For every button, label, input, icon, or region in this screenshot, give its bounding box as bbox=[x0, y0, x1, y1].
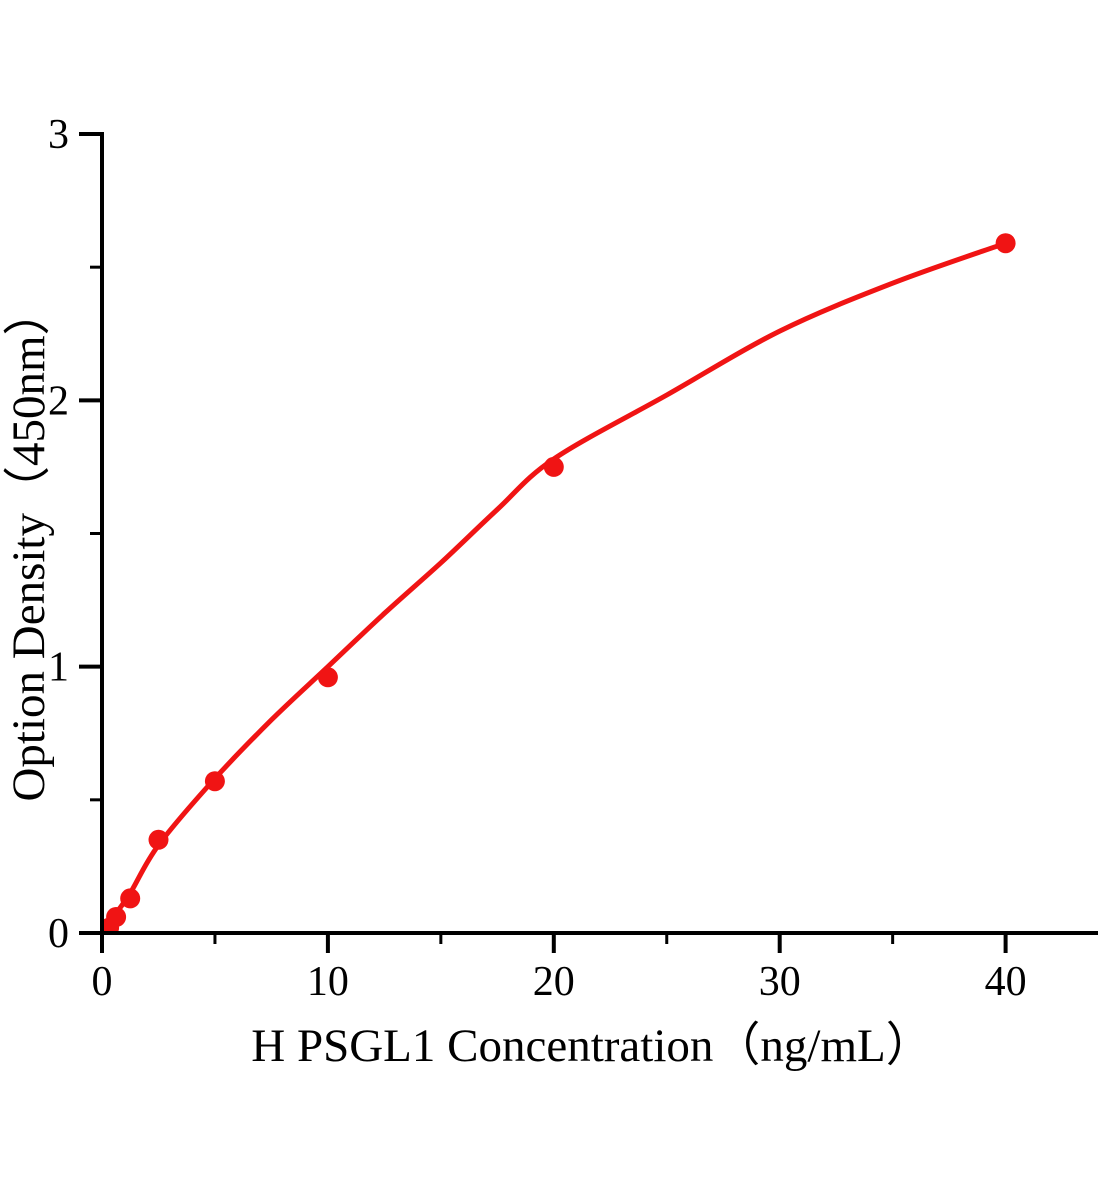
data-point bbox=[120, 888, 141, 909]
x-tick-label: 40 bbox=[985, 959, 1027, 1005]
x-axis-title: H PSGL1 Concentration（ng/mL） bbox=[251, 1020, 932, 1072]
series-layer bbox=[102, 233, 1016, 933]
axes-layer bbox=[79, 132, 1098, 953]
tick-label-layer: 0 10 20 30 40 0 1 2 3 bbox=[48, 112, 1027, 1005]
data-point bbox=[543, 456, 564, 477]
data-point bbox=[995, 233, 1016, 254]
y-tick-label: 1 bbox=[48, 645, 69, 691]
y-tick-label: 0 bbox=[48, 911, 69, 957]
data-point bbox=[204, 771, 225, 792]
y-axis-title: Option Density（450nm） bbox=[3, 288, 55, 801]
x-tick-label: 0 bbox=[92, 959, 113, 1005]
fit-curve bbox=[102, 240, 1009, 933]
x-tick-label: 20 bbox=[533, 959, 575, 1005]
y-tick-label: 2 bbox=[48, 378, 69, 424]
x-tick-label: 10 bbox=[307, 959, 349, 1005]
data-point bbox=[106, 907, 127, 927]
y-tick-label: 3 bbox=[48, 112, 69, 158]
x-tick-label: 30 bbox=[759, 959, 801, 1005]
data-point bbox=[148, 829, 169, 850]
data-point bbox=[317, 667, 338, 688]
